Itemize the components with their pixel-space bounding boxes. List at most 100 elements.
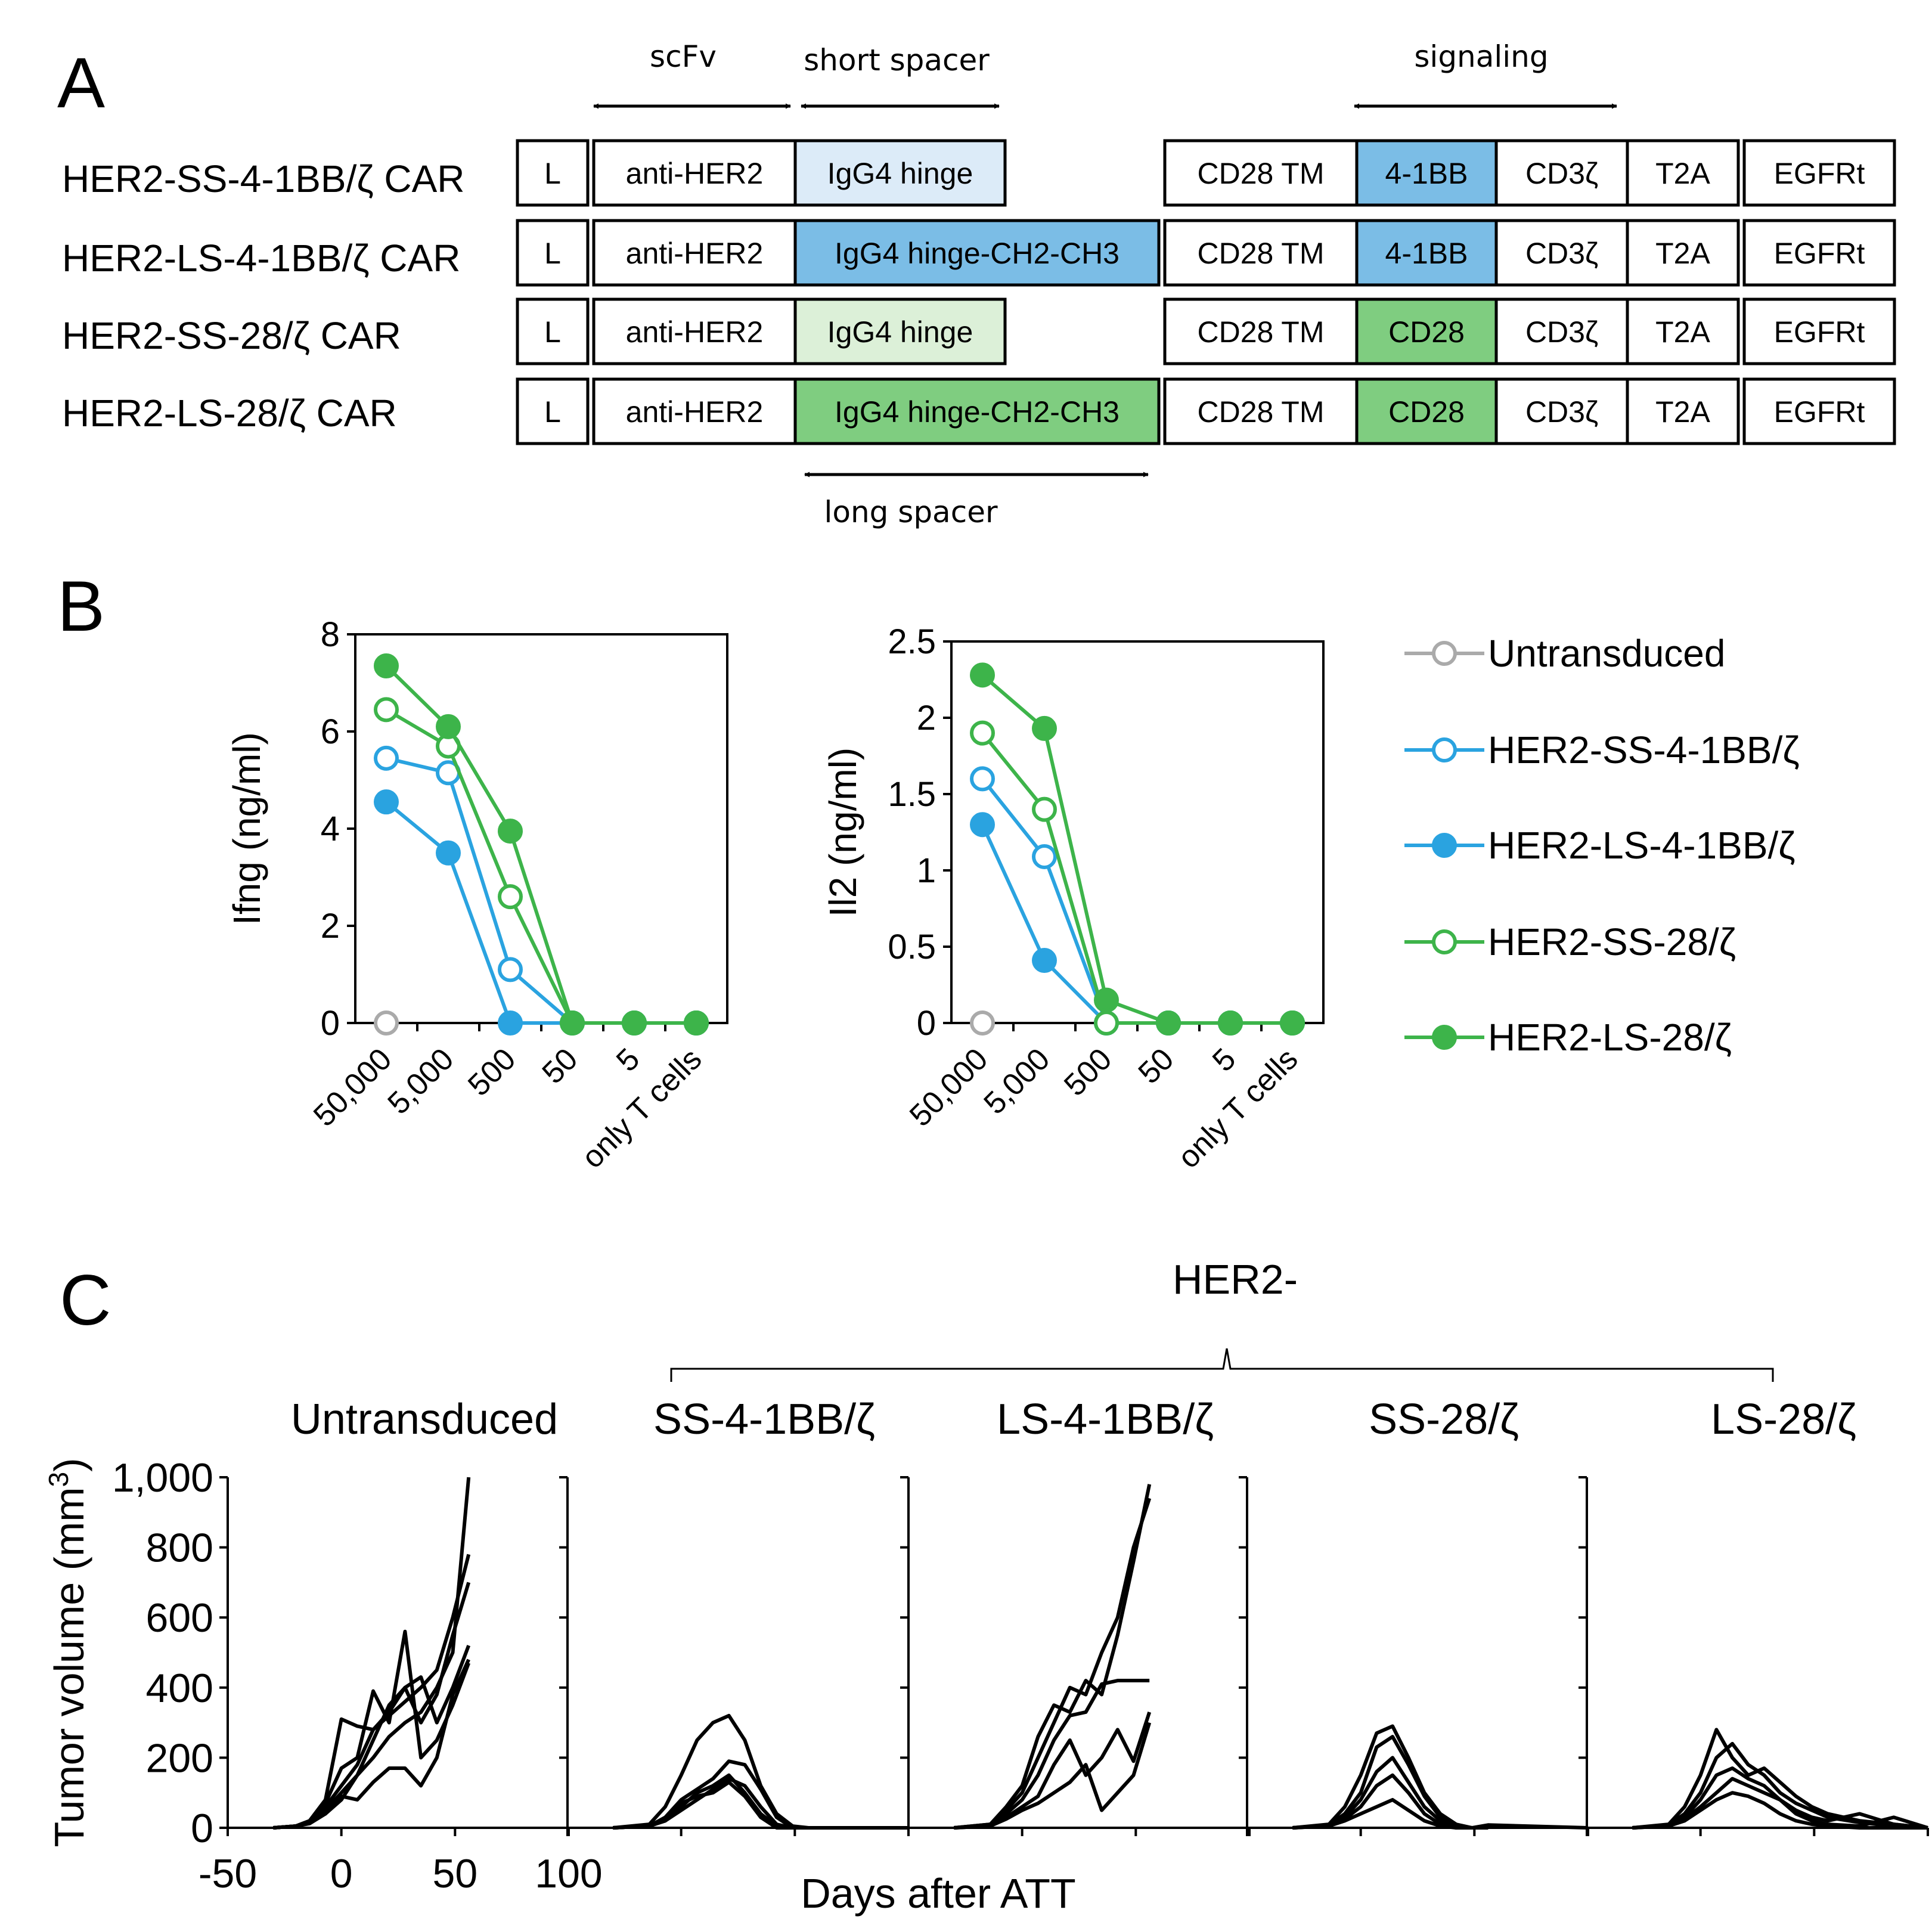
y-tick-label: 4 bbox=[321, 810, 340, 848]
costim-segment bbox=[1355, 219, 1498, 287]
x-tick-label: -50 bbox=[199, 1851, 257, 1896]
subplot-title: LS-28/ζ bbox=[1711, 1396, 1856, 1443]
y-tick-label: 6 bbox=[321, 712, 340, 751]
legend-marker bbox=[1432, 833, 1457, 858]
spacer-segment bbox=[793, 297, 1007, 365]
scfv-segment bbox=[592, 139, 797, 207]
construct-row: HER2-SS-28/ζ CAR L anti-HER2 IgG4 hinge … bbox=[62, 297, 1896, 365]
construct-name: HER2-LS-4-1BB/ζ CAR bbox=[62, 237, 460, 280]
scfv-label: anti-HER2 bbox=[626, 315, 764, 349]
leader-label: L bbox=[544, 395, 561, 429]
x-tick-label: 50 bbox=[536, 1041, 585, 1090]
scfv-label: anti-HER2 bbox=[626, 157, 764, 190]
subplot-title: Untransduced bbox=[291, 1396, 558, 1443]
subplot-title: SS-28/ζ bbox=[1369, 1396, 1519, 1443]
data-point bbox=[560, 1010, 585, 1036]
data-point bbox=[1094, 987, 1119, 1013]
series-line bbox=[384, 664, 696, 1025]
series-line bbox=[981, 731, 1292, 1025]
marker-label: EGFRt bbox=[1774, 237, 1865, 270]
tumor-curve bbox=[954, 1679, 1150, 1830]
y-tick-label: 600 bbox=[146, 1595, 213, 1641]
legend-label: HER2-SS-28/ζ bbox=[1488, 920, 1736, 963]
region-label-short-spacer: short spacer bbox=[804, 43, 990, 78]
legend-marker bbox=[1432, 929, 1457, 954]
y-tick-label: 800 bbox=[146, 1526, 213, 1571]
spacer-label: IgG4 hinge-CH2-CH3 bbox=[835, 395, 1119, 429]
tumor-curve bbox=[1632, 1766, 1928, 1830]
data-point bbox=[1032, 948, 1057, 974]
x-tick-label: 50,000 bbox=[307, 1041, 398, 1133]
legend-label: Untransduced bbox=[1488, 632, 1725, 675]
x-tick-label: 50,000 bbox=[903, 1041, 994, 1133]
marker-segment bbox=[1742, 297, 1896, 365]
cd3z-segment bbox=[1494, 219, 1629, 287]
data-point bbox=[436, 840, 461, 866]
tumor-curve bbox=[1632, 1791, 1928, 1830]
t2a-label: T2A bbox=[1655, 237, 1710, 270]
tumor-curve bbox=[612, 1713, 809, 1830]
tumor-curve bbox=[953, 1484, 1152, 1830]
y-tick-label: 1,000 bbox=[112, 1455, 213, 1501]
x-tick-label: 50 bbox=[433, 1851, 478, 1896]
y-tick-label: 1.5 bbox=[888, 775, 936, 814]
spacer-segment bbox=[793, 377, 1161, 445]
y-axis-label: Ifng (ng/ml) bbox=[225, 732, 268, 925]
cd3z-label: CD3ζ bbox=[1525, 237, 1598, 270]
x-tick-label: 5,000 bbox=[381, 1041, 460, 1121]
tumor-curve bbox=[1292, 1756, 1488, 1830]
leader-label: L bbox=[544, 237, 561, 270]
leader-segment bbox=[516, 297, 590, 365]
y-tick-label: 400 bbox=[146, 1666, 213, 1711]
legend-marker bbox=[1432, 1025, 1457, 1050]
cd3z-label: CD3ζ bbox=[1525, 315, 1598, 349]
costim-segment bbox=[1355, 377, 1498, 445]
tumor-curve bbox=[1292, 1797, 1589, 1830]
panel-label-a: A bbox=[57, 43, 105, 123]
y-axis-label: Tumor volume (mm3) bbox=[43, 1458, 92, 1847]
data-point bbox=[374, 697, 399, 723]
y-tick-label: 2 bbox=[321, 907, 340, 946]
series-line bbox=[981, 674, 1292, 1025]
tumor-curve bbox=[613, 1777, 908, 1830]
tumor-curve bbox=[1292, 1735, 1488, 1830]
tumor-chart: Untransduced SS-4-1BB/ζ LS-4-1BB/ζ SS-28/ζ L… bbox=[43, 1396, 1929, 1917]
tumor-curve bbox=[953, 1498, 1152, 1830]
data-point bbox=[374, 745, 399, 771]
data-point bbox=[1032, 715, 1057, 741]
y-tick-label: 8 bbox=[321, 615, 340, 654]
tm-segment bbox=[1163, 219, 1359, 287]
construct-row: HER2-SS-4-1BB/ζ CAR L anti-HER2 IgG4 hin… bbox=[62, 139, 1896, 207]
tm-label: CD28 TM bbox=[1197, 157, 1324, 190]
scfv-label: anti-HER2 bbox=[626, 237, 764, 270]
y-tick-label: 0 bbox=[191, 1806, 213, 1851]
data-point bbox=[374, 653, 399, 678]
construct-name: HER2-SS-28/ζ CAR bbox=[62, 314, 401, 357]
marker-segment bbox=[1742, 377, 1896, 445]
subplot-title: SS-4-1BB/ζ bbox=[653, 1396, 875, 1443]
costim-label: 4-1BB bbox=[1385, 157, 1468, 190]
scfv-segment bbox=[592, 219, 797, 287]
x-tick-label: 5 bbox=[1206, 1041, 1242, 1078]
costim-label: 4-1BB bbox=[1385, 237, 1468, 270]
tumor-curve bbox=[273, 1477, 471, 1830]
spacer-label: IgG4 hinge-CH2-CH3 bbox=[835, 237, 1119, 270]
legend-label: HER2-SS-4-1BB/ζ bbox=[1488, 728, 1800, 771]
x-tick-label: 500 bbox=[461, 1041, 522, 1102]
t2a-segment bbox=[1626, 377, 1740, 445]
leader-segment bbox=[516, 219, 590, 287]
y-axis-label-superscript: 3 bbox=[43, 1472, 74, 1487]
y-tick-label: 0 bbox=[321, 1004, 340, 1043]
marker-label: EGFRt bbox=[1774, 395, 1865, 429]
data-point bbox=[374, 1010, 399, 1036]
leader-segment bbox=[516, 377, 590, 445]
data-point bbox=[498, 1010, 523, 1036]
y-tick-label: 2.5 bbox=[888, 622, 936, 661]
scfv-label: anti-HER2 bbox=[626, 395, 764, 429]
tm-label: CD28 TM bbox=[1197, 395, 1324, 429]
legend: Untransduced HER2-SS-4-1BB/ζ HER2-LS-4-1BB… bbox=[1404, 632, 1800, 1059]
data-point bbox=[970, 662, 995, 688]
subplot-title: LS-4-1BB/ζ bbox=[997, 1396, 1214, 1443]
marker-segment bbox=[1742, 219, 1896, 287]
